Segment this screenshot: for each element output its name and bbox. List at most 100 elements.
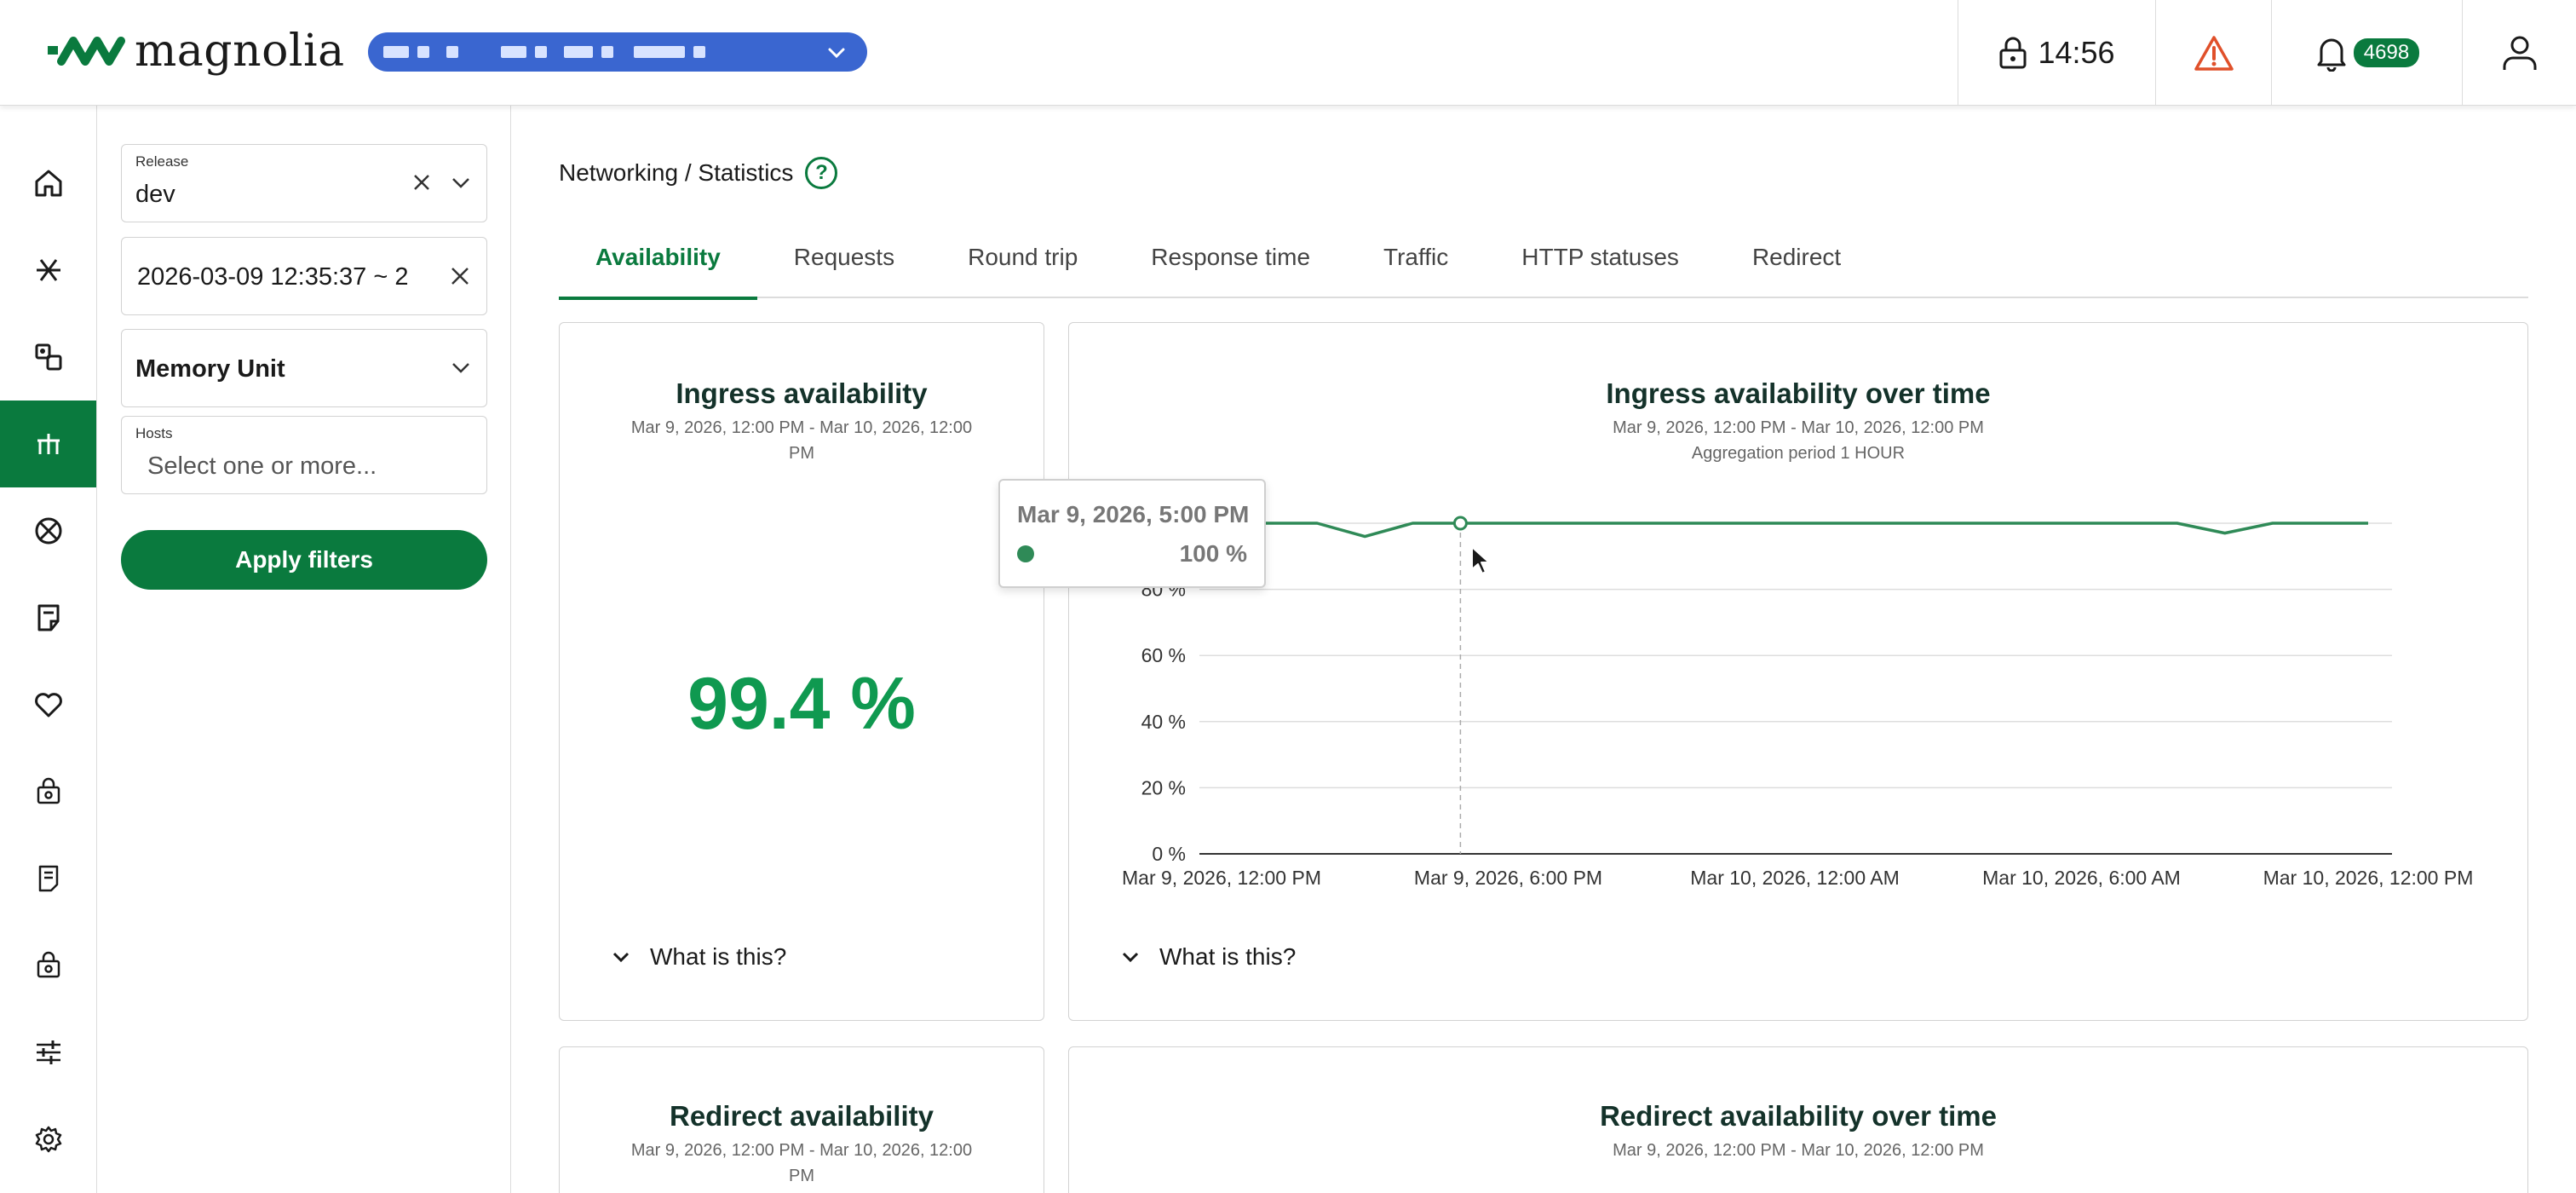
nav-package[interactable] [0,748,96,835]
card-subtitle: Mar 9, 2026, 12:00 PM - Mar 10, 2026, 12… [1613,1141,1984,1160]
timer-text: 14:56 [2038,35,2115,70]
y-tick-label: 60 % [1141,644,1186,666]
hosts-select[interactable]: Hosts Select one or more... [121,416,487,494]
redacted-text [693,46,705,58]
settings-icon [35,1126,61,1153]
card-title: Ingress availability over time [1606,377,1991,409]
series-line [1222,522,2368,539]
components-icon [35,343,61,371]
nav-favorites[interactable] [0,661,96,748]
nav-sliders[interactable] [0,1009,96,1096]
notes-icon [37,604,59,631]
tooltip-title: Mar 9, 2026, 5:00 PM [1017,501,1250,527]
ingress-availability-over-time-card: Ingress availability over time Mar 9, 20… [1068,322,2528,1021]
apply-filters-button[interactable]: Apply filters [121,530,487,590]
help-icon[interactable]: ? [805,157,838,189]
tab-traffic[interactable]: Traffic [1383,244,1449,270]
x-tick-label: Mar 10, 2026, 6:00 AM [1982,867,2181,889]
card-title: Ingress availability [676,377,928,409]
availability-value: 99.4 % [687,663,916,745]
nav-networking[interactable] [0,401,96,487]
chevron-down-icon [828,48,845,59]
nav-package-alt[interactable] [0,922,96,1009]
logo-text: magnolia [135,26,345,77]
chevron-down-icon [612,952,630,963]
warnings-button[interactable] [2155,0,2271,106]
redacted-text [417,46,429,58]
networking-icon [37,434,60,454]
document-icon [38,865,58,892]
x-tick-label: Mar 10, 2026, 12:00 AM [1690,867,1900,889]
redacted-text [383,46,409,58]
session-timer[interactable]: 14:56 [1958,0,2155,106]
user-menu-button[interactable] [2462,0,2576,106]
release-label: Release [135,153,189,170]
tab-response-time[interactable]: Response time [1151,244,1311,270]
ingress-availability-card: Ingress availability Mar 9, 2026, 12:00 … [559,322,1044,1021]
y-tick-label: 20 % [1141,776,1186,798]
redacted-text [601,46,613,58]
tab-availability[interactable]: Availability [559,216,757,300]
environment-selector[interactable] [368,32,867,72]
release-value: dev [135,181,175,208]
chart-tooltip: Mar 9, 2026, 5:00 PM 100 % [998,479,1266,588]
redirect-availability-card: Redirect availability Mar 9, 2026, 12:00… [559,1046,1044,1193]
nav-crossed-circle[interactable] [0,487,96,574]
main-content: Networking / Statistics ? Availability R… [511,106,2576,1193]
crossed-circle-icon [35,517,61,545]
package-icon [37,777,60,804]
user-icon [2503,36,2536,70]
x-tick-label: Mar 9, 2026, 6:00 PM [1414,867,1602,889]
redacted-text [535,46,547,58]
nav-notes[interactable] [0,574,96,661]
warning-icon [2194,36,2234,71]
clear-icon[interactable] [411,172,432,193]
nav-home[interactable] [0,140,96,227]
chevron-down-icon [452,363,469,373]
y-tick-label: 0 % [1152,843,1186,865]
nav-settings[interactable] [0,1096,96,1183]
breadcrumb-text: Networking / Statistics [559,159,794,186]
tab-requests[interactable]: Requests [793,244,895,270]
redacted-text [446,46,458,58]
card-subtitle: Mar 9, 2026, 12:00 PM - Mar 10, 2026, 12… [1613,418,1984,437]
top-right-actions: 14:56 4698 [1958,0,2576,106]
asterisk-icon [36,259,60,281]
x-tick-label: Mar 10, 2026, 12:00 PM [2263,867,2474,889]
card-subtitle: Mar 9, 2026, 12:00 PM - Mar 10, 2026, 12… [630,1141,973,1160]
statistics-tabs: Availability Requests Round trip Respons… [559,216,2528,300]
date-range-input[interactable]: 2026-03-09 12:35:37 ~ 2 [121,237,487,315]
sliders-icon [36,1040,60,1064]
chevron-down-icon[interactable] [451,172,471,193]
redirect-availability-over-time-card: Redirect availability over time Mar 9, 2… [1068,1046,2528,1193]
nav-document[interactable] [0,835,96,922]
clear-date-icon[interactable] [449,265,471,287]
filter-panel: Release dev 2026-03-09 12:35:37 ~ 2 Memo… [97,106,511,1193]
release-select[interactable]: Release dev [121,144,487,222]
magnolia-logo[interactable]: magnolia [48,24,345,78]
x-tick-label: Mar 9, 2026, 12:00 PM [1122,867,1321,889]
availability-line-chart: 0 %20 %40 %60 %80 %100 % Mar 9, 2026, 12… [1122,512,2474,889]
aggregation-period: Aggregation period 1 HOUR [1691,444,1906,463]
bell-icon [2317,38,2346,72]
y-tick-label: 40 % [1141,711,1186,733]
tab-redirect[interactable]: Redirect [1751,244,1842,270]
date-range-value: 2026-03-09 12:35:37 ~ 2 [137,263,409,291]
tooltip-series-dot [1017,545,1034,562]
hosts-placeholder: Select one or more... [147,452,377,480]
redacted-text [501,46,526,58]
nav-components[interactable] [0,314,96,401]
card-subtitle-continued: PM [789,444,814,463]
redacted-text [564,46,593,58]
notifications-button[interactable]: 4698 [2271,0,2462,106]
memory-unit-select[interactable]: Memory Unit [121,329,487,407]
redacted-text [634,46,685,58]
highlighted-point [1452,516,1468,531]
tab-round-trip[interactable]: Round trip [968,244,1078,270]
what-is-this-toggle[interactable]: What is this? [1120,943,1296,971]
card-subtitle-continued: PM [789,1167,814,1185]
tab-http-statuses[interactable]: HTTP statuses [1521,244,1679,270]
what-is-this-toggle[interactable]: What is this? [611,943,786,971]
notification-count-badge: 4698 [2353,38,2420,67]
nav-asterisk[interactable] [0,227,96,314]
